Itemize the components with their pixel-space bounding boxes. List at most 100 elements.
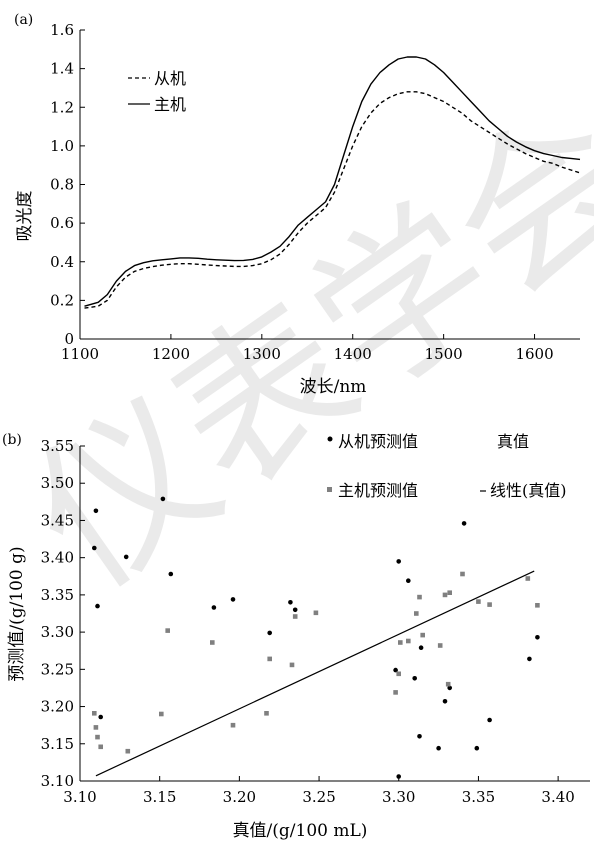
data-point-square bbox=[313, 610, 319, 616]
chart-b-axes bbox=[79, 446, 590, 782]
data-point-circle bbox=[168, 571, 174, 577]
data-point-square bbox=[417, 594, 422, 600]
chart-b-panel-label: (b) bbox=[2, 432, 22, 448]
legend-series-2-label: 主机 bbox=[154, 95, 186, 114]
data-point-circle bbox=[447, 685, 453, 691]
data-point-circle bbox=[267, 630, 273, 636]
data-point-square bbox=[125, 748, 131, 754]
data-point-square bbox=[92, 711, 97, 716]
data-point-square bbox=[230, 722, 236, 728]
legend-b-series-2-label: 主机预测值 bbox=[338, 481, 418, 500]
data-point-square bbox=[406, 638, 411, 644]
y-tick-label: 1.0 bbox=[50, 137, 74, 155]
data-point-circle bbox=[93, 508, 99, 514]
data-point-circle bbox=[487, 717, 492, 723]
legend-square-marker bbox=[327, 487, 332, 492]
data-point-square bbox=[420, 632, 425, 638]
data-point-circle bbox=[396, 559, 402, 564]
data-point-circle bbox=[396, 774, 402, 779]
data-point-square bbox=[525, 576, 531, 581]
y-tick-label: 3.30 bbox=[41, 623, 74, 641]
data-point-square bbox=[414, 611, 419, 616]
data-point-circle bbox=[393, 667, 398, 673]
chart-b-x-ticks: 3.10 3.15 3.20 3.25 3.30 3.35 3.40 bbox=[63, 776, 575, 806]
x-tick-label: 3.35 bbox=[462, 788, 495, 806]
data-point-circle bbox=[123, 554, 129, 560]
y-tick-label: 3.10 bbox=[41, 772, 74, 790]
chart-b: (b) 3.10 3.15 3.20 3.25 3.30 3.35 3.40 3.45 3.50… bbox=[2, 432, 590, 841]
y-tick-label: 3.50 bbox=[41, 474, 74, 492]
data-point-circle bbox=[160, 496, 166, 502]
chart-b-ylabel: 预测值/(g/100 g) bbox=[7, 546, 27, 681]
data-point-square bbox=[93, 725, 99, 730]
y-tick-label: 3.20 bbox=[41, 698, 74, 716]
data-point-circle bbox=[211, 605, 217, 610]
data-point-circle bbox=[436, 745, 441, 751]
y-tick-label: 1.4 bbox=[50, 60, 74, 78]
y-tick-label: 0.8 bbox=[50, 176, 74, 194]
legend-b-series-3-label: 真值 bbox=[497, 432, 529, 451]
data-point-square bbox=[393, 690, 398, 695]
data-point-circle bbox=[288, 600, 293, 605]
y-tick-label: 0.6 bbox=[50, 214, 74, 232]
data-point-circle bbox=[461, 521, 467, 526]
data-point-square bbox=[460, 571, 465, 577]
x-tick-label: 3.20 bbox=[223, 788, 256, 806]
data-point-circle bbox=[95, 603, 100, 609]
y-tick-label: 0.4 bbox=[50, 253, 74, 271]
y-tick-label: 3.55 bbox=[41, 437, 74, 455]
data-point-square bbox=[398, 640, 403, 645]
y-tick-label: 3.25 bbox=[41, 660, 74, 678]
data-point-square bbox=[476, 599, 481, 604]
data-point-square bbox=[447, 590, 452, 595]
data-point-circle bbox=[418, 645, 424, 650]
data-point-circle bbox=[535, 635, 540, 640]
data-point-square bbox=[165, 628, 170, 633]
data-point-square bbox=[289, 662, 295, 668]
data-point-circle bbox=[406, 578, 411, 583]
x-tick-label: 1600 bbox=[515, 345, 553, 363]
y-tick-label: 3.35 bbox=[41, 586, 74, 604]
data-point-square bbox=[264, 711, 269, 716]
data-point-circle bbox=[412, 676, 418, 681]
x-tick-label: 1100 bbox=[61, 345, 99, 363]
data-point-square bbox=[437, 643, 443, 648]
data-point-circle bbox=[417, 734, 422, 739]
x-tick-label: 1200 bbox=[152, 345, 190, 363]
data-point-square bbox=[487, 602, 492, 607]
chart-a: (a) 0 0.2 0.4 0.6 0.8 1.0 1.2 1.4 1.6 1100 1200 13… bbox=[14, 12, 581, 397]
chart-b-series bbox=[92, 496, 540, 779]
trend-line bbox=[95, 570, 535, 777]
data-point-circle bbox=[230, 597, 236, 602]
data-point-square bbox=[535, 603, 540, 608]
data-point-circle bbox=[92, 545, 97, 551]
chart-a-series bbox=[84, 56, 581, 309]
data-point-square bbox=[396, 671, 401, 677]
legend-circle-marker bbox=[327, 436, 333, 442]
y-tick-label: 1.6 bbox=[50, 21, 74, 39]
chart-b-xlabel: 真值/(g/100 mL) bbox=[233, 821, 368, 841]
y-tick-label: 1.2 bbox=[50, 98, 74, 116]
chart-a-legend: 从机 主机 bbox=[128, 69, 186, 114]
y-tick-label: 3.40 bbox=[41, 549, 74, 567]
x-tick-label: 1300 bbox=[243, 345, 281, 363]
chart-a-series-line-1 bbox=[84, 91, 581, 309]
data-point-circle bbox=[98, 714, 103, 720]
y-tick-label: 3.15 bbox=[41, 735, 74, 753]
chart-a-y-ticks: 0 0.2 0.4 0.6 0.8 1.0 1.2 1.4 1.6 bbox=[50, 21, 85, 348]
x-tick-label: 3.30 bbox=[382, 788, 415, 806]
y-tick-label: 3.45 bbox=[41, 511, 74, 529]
legend-series-1-label: 从机 bbox=[154, 69, 186, 88]
x-tick-label: 3.10 bbox=[63, 788, 96, 806]
data-point-circle bbox=[527, 656, 532, 662]
x-tick-label: 1400 bbox=[334, 345, 372, 363]
legend-b-series-4-label: 线性(真值) bbox=[490, 481, 567, 500]
legend-b-series-1-label: 从机预测值 bbox=[338, 432, 418, 451]
x-tick-label: 3.15 bbox=[143, 788, 176, 806]
y-tick-label: 0.2 bbox=[50, 291, 74, 309]
chart-a-panel-label: (a) bbox=[14, 12, 33, 28]
chart-a-x-ticks: 1100 1200 1300 1400 1500 1600 bbox=[61, 334, 554, 363]
x-tick-label: 3.40 bbox=[541, 788, 574, 806]
data-point-circle bbox=[292, 607, 298, 613]
